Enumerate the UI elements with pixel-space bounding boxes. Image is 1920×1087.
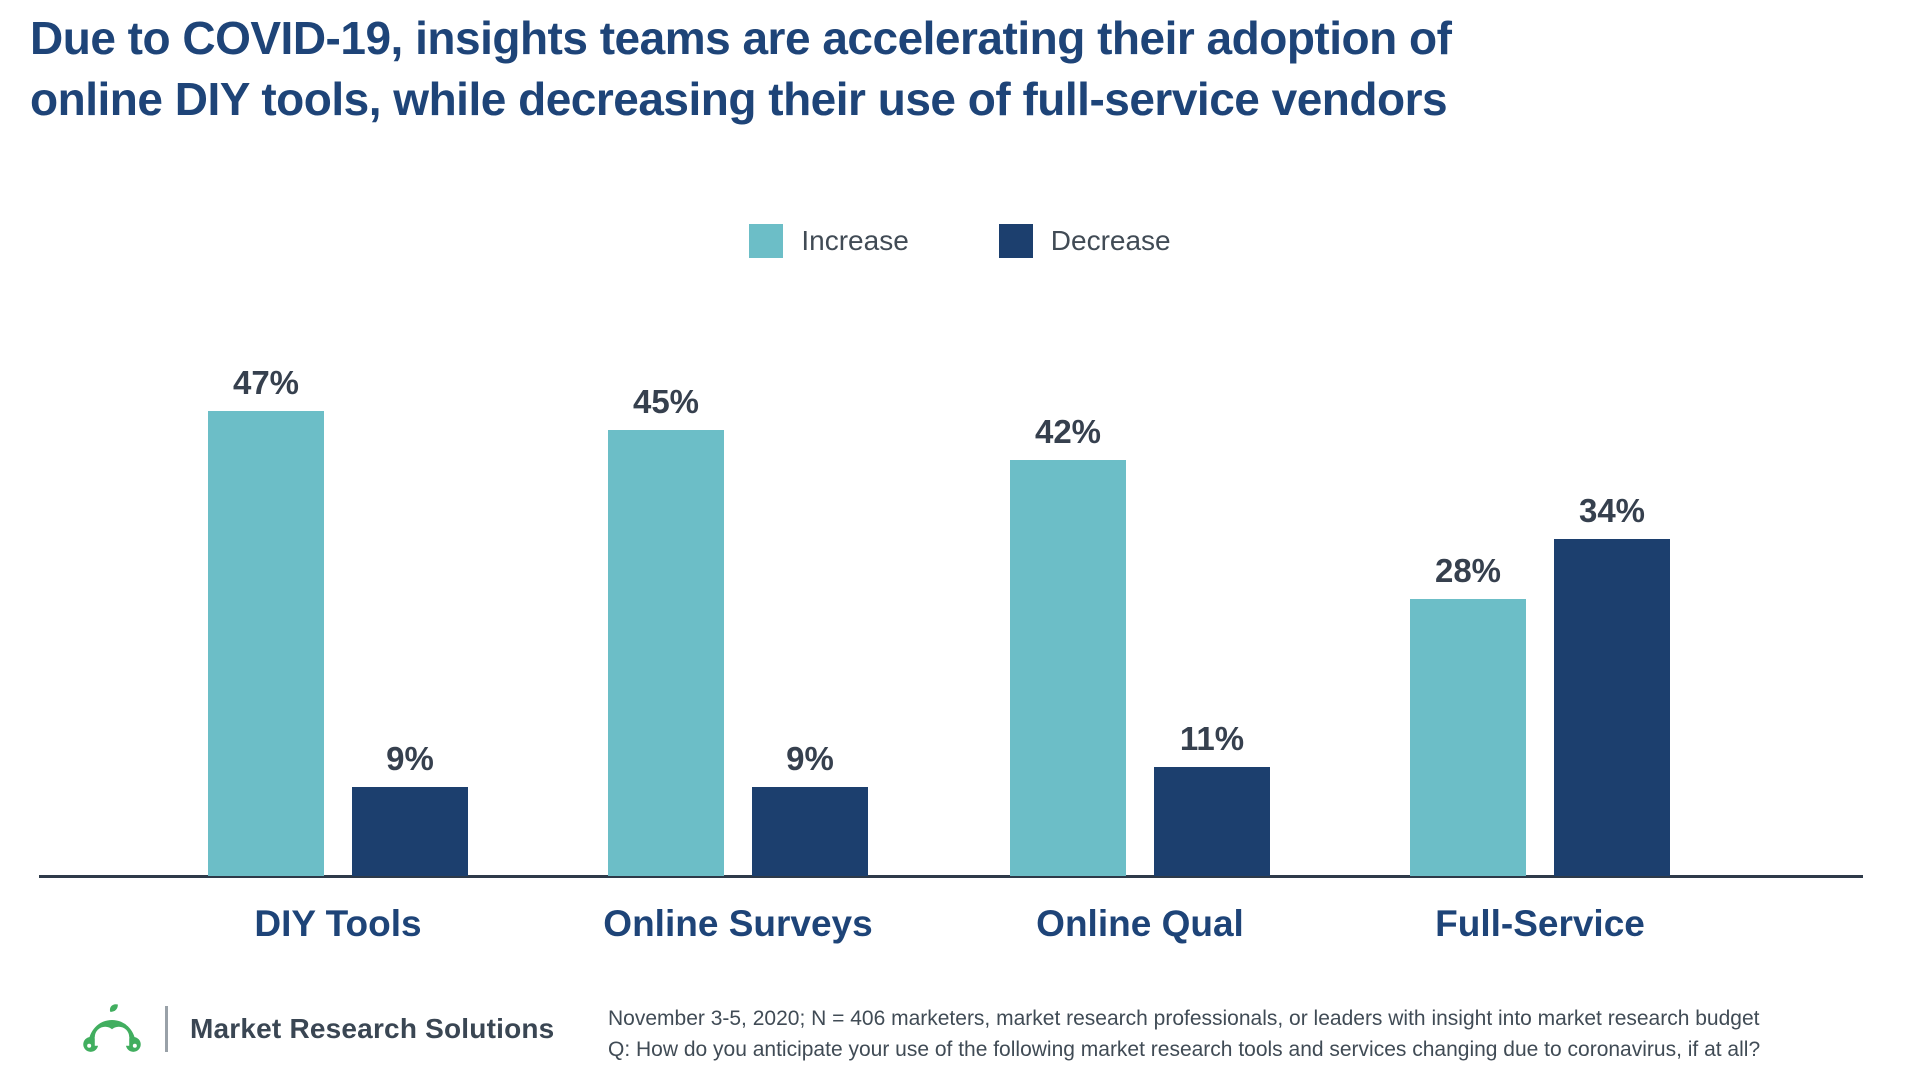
category-label-online-surveys: Online Surveys [603, 903, 873, 944]
legend-label: Decrease [1050, 225, 1171, 256]
page-title-line1: Due to COVID-19, insights teams are acce… [30, 12, 1452, 64]
value-label-increase-online-qual: 42% [1034, 413, 1102, 450]
value-label-increase-diy-tools: 47% [232, 364, 300, 401]
legend-increase-swatch-icon [749, 224, 784, 258]
x-axis-line [39, 875, 1863, 878]
brand-name: Market Research Solutions [190, 1013, 555, 1044]
source-notes: November 3-5, 2020; N = 406 marketers, m… [608, 1003, 1760, 1065]
value-label-decrease-online-surveys: 9% [786, 740, 834, 777]
chart-legend: Increase Decrease [0, 224, 1920, 258]
brand-divider [165, 1006, 168, 1052]
page-title: Due to COVID-19, insights teams are acce… [30, 8, 1452, 130]
bar-decrease-diy-tools [352, 787, 468, 876]
bar-decrease-full-service [1554, 539, 1670, 876]
category-label-diy-tools: DIY Tools [254, 903, 422, 944]
bar-increase-online-surveys [608, 430, 724, 876]
value-label-decrease-diy-tools: 9% [386, 740, 434, 777]
category-label-full-service: Full-Service [1435, 903, 1645, 944]
legend-label: Increase [801, 225, 909, 256]
legend-item-increase: Increase [749, 224, 909, 258]
value-label-decrease-online-qual: 11% [1179, 720, 1245, 757]
value-label-increase-full-service: 28% [1434, 552, 1502, 589]
source-note-line1: November 3-5, 2020; N = 406 marketers, m… [608, 1007, 1760, 1030]
bar-decrease-online-qual [1154, 767, 1270, 876]
bar-increase-full-service [1410, 599, 1526, 876]
category-label-online-qual: Online Qual [1036, 903, 1244, 944]
bar-increase-online-qual [1010, 460, 1126, 876]
value-label-decrease-full-service: 34% [1578, 492, 1646, 529]
page-title-line2: online DIY tools, while decreasing their… [30, 73, 1448, 125]
source-note-line2: Q: How do you anticipate your use of the… [608, 1038, 1761, 1061]
legend-decrease-swatch-icon [998, 224, 1033, 258]
value-label-increase-online-surveys: 45% [632, 383, 700, 420]
brand-lockup: Market Research Solutions [83, 1002, 554, 1056]
bar-decrease-online-surveys [752, 787, 868, 876]
surveymonkey-logo-icon [83, 1004, 141, 1052]
bar-increase-diy-tools [208, 411, 324, 876]
legend-item-decrease: Decrease [998, 224, 1171, 258]
